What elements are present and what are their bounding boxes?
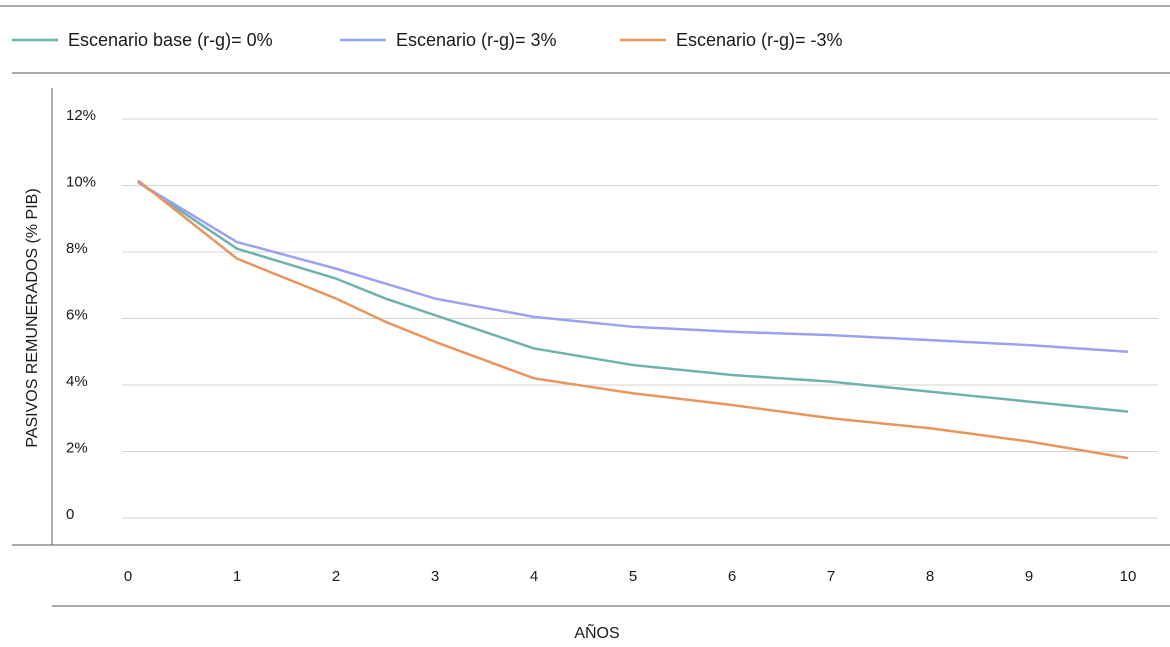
x-tick-label: 7 xyxy=(827,568,835,585)
legend-item: Escenario (r-g)= -3% xyxy=(620,30,843,50)
x-tick-label: 6 xyxy=(728,568,736,585)
x-tick-label: 1 xyxy=(233,568,241,585)
series-lines xyxy=(137,179,1129,460)
y-tick-label: 10% xyxy=(66,174,96,191)
x-axis-title: AÑOS xyxy=(574,622,619,642)
x-tick-labels: 0 1 2 3 4 5 6 7 8 9 10 xyxy=(124,568,1137,585)
x-tick-label: 8 xyxy=(926,568,934,585)
x-tick-label: 5 xyxy=(629,568,637,585)
x-tick-label: 10 xyxy=(1120,568,1137,585)
y-tick-label: 2% xyxy=(66,440,88,457)
legend-label: Escenario base (r-g)= 0% xyxy=(68,30,273,50)
y-tick-label: 12% xyxy=(66,107,96,124)
y-tick-labels: 0 2% 4% 6% 8% 10% 12% xyxy=(66,107,96,523)
x-tick-label: 4 xyxy=(530,568,538,585)
y-axis-title: PASIVOS REMUNERADOS (% PIB) xyxy=(24,188,41,447)
y-tick-label: 4% xyxy=(66,373,88,390)
x-tick-label: 2 xyxy=(332,568,340,585)
series-line xyxy=(137,179,1129,460)
legend-label: Escenario (r-g)= -3% xyxy=(676,30,843,50)
gridlines xyxy=(122,118,1158,519)
x-tick-label: 3 xyxy=(431,568,439,585)
y-tick-label: 0 xyxy=(66,506,74,523)
legend-label: Escenario (r-g)= 3% xyxy=(396,30,557,50)
legend-item: Escenario (r-g)= 3% xyxy=(340,30,557,50)
series-line xyxy=(137,181,1129,353)
series-line xyxy=(137,181,1129,413)
legend-item: Escenario base (r-g)= 0% xyxy=(12,30,273,50)
y-tick-label: 8% xyxy=(66,240,88,257)
x-tick-label: 9 xyxy=(1025,568,1033,585)
legend: Escenario base (r-g)= 0% Escenario (r-g)… xyxy=(12,30,843,50)
y-tick-label: 6% xyxy=(66,307,88,324)
x-tick-label: 0 xyxy=(124,568,132,585)
